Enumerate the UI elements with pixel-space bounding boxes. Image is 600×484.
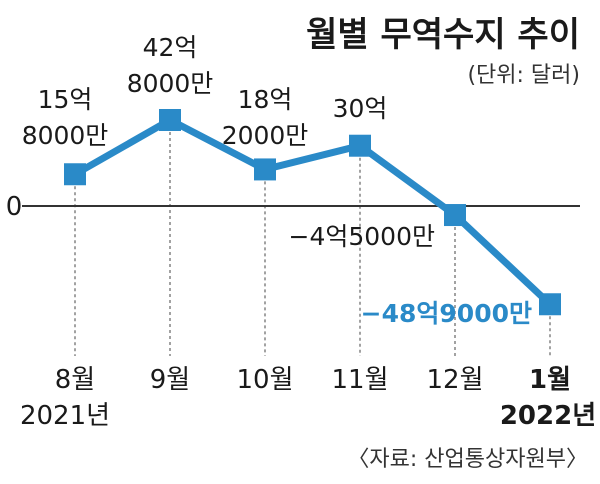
x-tick-label: 1월 — [529, 365, 571, 395]
data-point-marker — [159, 109, 181, 131]
chart-title: 월별 무역수지 추이 — [306, 15, 580, 55]
data-label: 18억 — [238, 85, 293, 114]
data-label: 15억 — [38, 85, 93, 114]
data-label: −4억5000만 — [289, 222, 435, 251]
x-tick-label: 8월 — [55, 365, 95, 395]
data-point-marker — [64, 163, 86, 186]
data-point-marker — [539, 293, 561, 316]
unit-note: (단위: 달러) — [467, 63, 580, 88]
data-label: 8000만 — [127, 69, 214, 98]
year-label: 2021년 — [20, 401, 110, 431]
zero-tick-label: 0 — [6, 192, 23, 222]
x-tick-label: 11월 — [331, 365, 388, 395]
data-label: −48억9000만 — [361, 299, 532, 328]
data-label: 30억 — [333, 94, 388, 123]
line-layer — [73, 116, 553, 307]
source-note: 〈자료: 산업통상자원부〉 — [347, 447, 588, 472]
value-label-layer: 15억 8000만 42억 8000만 18억 2000만 30억 −4억5000만 −48억9… — [22, 33, 532, 328]
data-point-marker — [349, 134, 371, 157]
x-tick-label: 10월 — [236, 365, 293, 395]
year-label: 2022년 — [500, 401, 596, 431]
data-point-marker — [444, 204, 466, 227]
data-label: 42억 — [143, 33, 198, 62]
marker-layer — [64, 109, 561, 316]
series-line — [73, 116, 553, 307]
data-label: 2000만 — [222, 121, 309, 150]
data-point-marker — [254, 158, 276, 181]
x-tick-label: 9월 — [150, 365, 190, 395]
data-label: 8000만 — [22, 121, 109, 150]
x-tick-layer: 8월 2021년 9월 10월 11월 12월 1월 2022년 — [20, 365, 596, 431]
x-tick-label: 12월 — [426, 365, 483, 395]
